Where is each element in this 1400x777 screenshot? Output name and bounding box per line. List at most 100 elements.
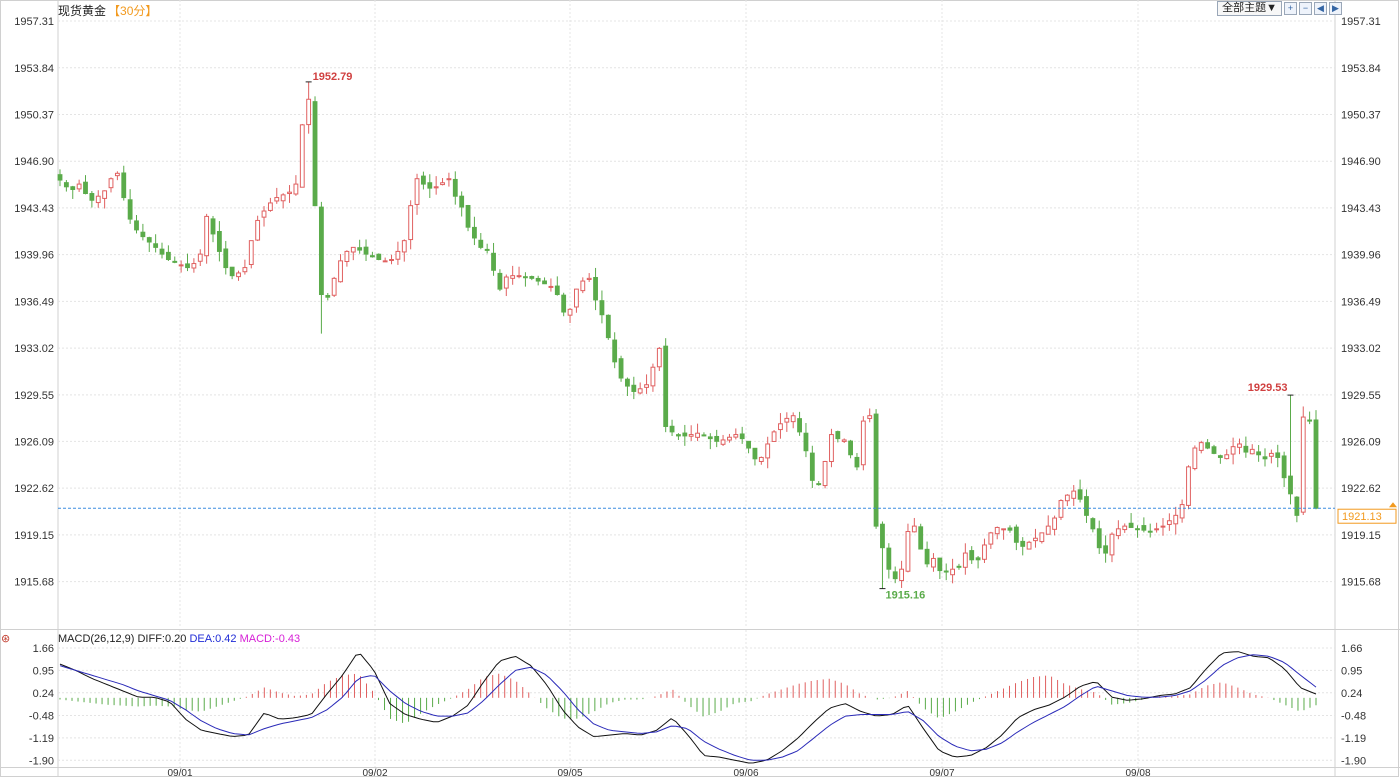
y-tick-label-left: 1943.43 [14,203,54,215]
candle-body [593,276,598,301]
candle-body [344,250,350,263]
candle-body [165,251,171,261]
pan-left-icon[interactable]: ◀ [1314,2,1327,15]
candle-body [886,547,892,570]
candle-body [529,276,535,279]
candle-body [306,98,312,126]
candle-body [210,218,216,235]
candle-body [535,277,541,282]
candle-body [841,439,847,442]
candle-body [159,248,165,255]
candle-body [89,193,95,201]
candle-body [1045,525,1051,535]
candle-body [1268,452,1274,457]
y-tick-label-right: 1950.37 [1341,109,1381,121]
candle-body [497,272,503,290]
candle-body [446,178,452,181]
candle-body [1020,540,1026,547]
y-tick-label-right: 1929.55 [1341,390,1381,402]
candle-body [835,431,841,440]
candle-body [803,432,809,452]
y-tick-label-right: 1946.90 [1341,156,1381,168]
current-price-arrow-icon [1389,502,1397,508]
candle-body [1237,443,1242,448]
candle-body [1077,489,1083,500]
candle-body [287,191,292,195]
candle-body [644,384,649,388]
candle-body [656,347,662,368]
candle-body [114,172,120,177]
candle-body [331,277,337,296]
zoom-in-icon[interactable]: + [1284,2,1297,15]
candle-body [1013,526,1019,543]
candle-body [1205,442,1211,449]
candle-body [1313,419,1319,509]
macd-diff-line [59,651,1317,764]
candle-body [1058,500,1064,518]
candle-body [108,178,114,189]
candle-body [1173,514,1179,525]
candle-body [491,252,496,271]
candle-body [102,190,108,199]
macd-title: MACD(26,12,9) [58,633,135,645]
candle-body [1217,455,1223,458]
macd-y-tick-right: 0.24 [1341,688,1362,700]
candle-body [70,186,76,190]
macd-y-tick-right: -0.48 [1341,710,1366,722]
x-tick-label: 09/06 [733,768,758,777]
candle-body [943,570,949,573]
candle-body [848,440,853,456]
candle-body [574,288,579,308]
macd-y-tick-right: 1.66 [1341,643,1362,655]
candle-body [178,264,184,267]
pan-right-icon[interactable]: ▶ [1329,2,1342,15]
macd-y-tick-left: 1.66 [33,643,54,655]
period-label: 【30分】 [108,4,158,18]
candle-body [554,285,560,296]
candle-body [1224,454,1230,460]
candle-body [1166,520,1172,525]
candle-body [389,259,394,262]
x-tick-label: 09/07 [929,768,954,777]
candle-body [261,210,267,218]
candle-body [293,183,299,195]
candle-body [873,413,879,527]
zoom-out-icon[interactable]: − [1299,2,1312,15]
y-tick-label-right: 1943.43 [1341,203,1381,215]
candle-body [255,219,261,241]
candle-body [567,308,573,316]
chart-toolbar: 全部主题▼ + − ◀ ▶ [1217,1,1342,16]
candle-body [1192,447,1198,470]
candle-body [809,452,815,481]
candles [57,81,1319,589]
y-tick-label-right: 1939.96 [1341,250,1381,262]
candle-body [892,571,898,580]
indicator-settings-icon[interactable]: ⊛ [1,633,11,645]
candle-body [1039,532,1045,543]
candle-body [962,552,968,568]
theme-dropdown[interactable]: 全部主题▼ [1217,1,1282,16]
y-tick-label-right: 1933.02 [1341,343,1381,355]
candle-body [127,199,133,220]
candle-body [1243,445,1249,453]
candle-body [880,523,885,549]
candle-body [982,544,987,560]
y-tick-label-left: 1939.96 [14,250,54,262]
candle-body [778,423,783,431]
candle-body [822,460,828,487]
candle-body [1211,446,1217,454]
macd-diff-value: DIFF:0.20 [137,633,187,645]
candle-body [248,240,254,266]
candle-body [752,447,758,460]
candle-body [280,194,286,202]
candle-body [440,182,445,186]
candle-body [860,420,866,466]
candle-body [95,195,101,204]
y-tick-label-right: 1922.62 [1341,483,1381,495]
chart-title: 现货黄金 【30分】 [58,2,157,19]
candle-body [695,432,700,438]
candle-body [1307,419,1313,422]
y-tick-label-left: 1933.02 [14,343,54,355]
candle-body [1300,416,1306,513]
